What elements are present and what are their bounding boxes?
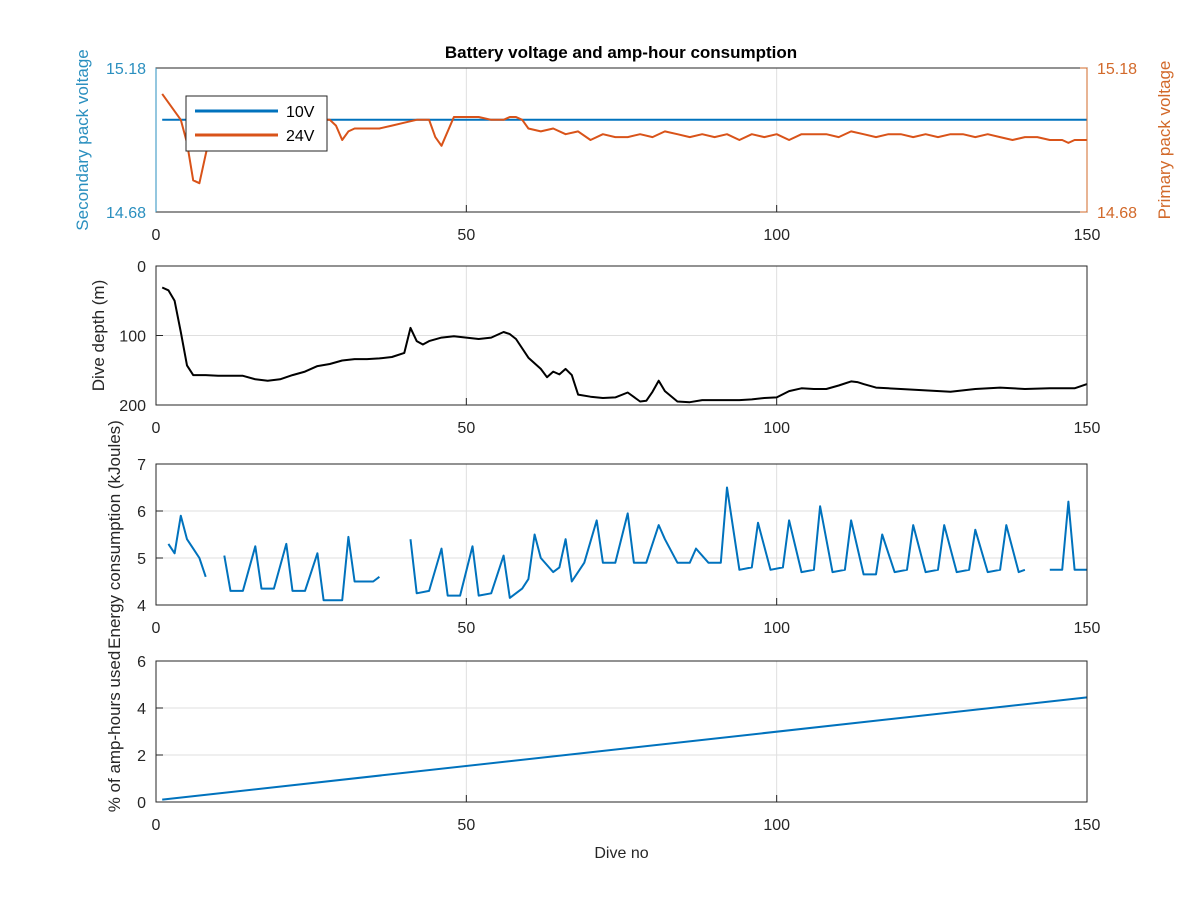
y-tick-label: 100 <box>119 329 146 346</box>
amp-hours-panel: 0 50 100 150 0 2 4 6 % of amp-hours used Dive no <box>105 651 1100 862</box>
x-tick-label: 50 <box>457 227 475 244</box>
voltage-panel: 0 50 100 150 14.68 15.18 14.68 15.18 Primary pac… <box>73 49 1174 244</box>
series-line <box>161 286 1088 404</box>
series-line-segment-2 <box>409 486 1026 599</box>
series-line-segment-3 <box>1049 500 1087 571</box>
y-axis-label: % of amp-hours used <box>105 651 124 813</box>
x-axis-label: Dive no <box>594 845 648 862</box>
y-tick-label: 7 <box>137 457 146 474</box>
y-axis-label: Secondary pack voltage <box>73 49 92 230</box>
y-axis-label: Energy consumption (kJoules) <box>105 420 124 649</box>
figure-title: Battery voltage and amp-hour consumption <box>445 43 797 62</box>
x-tick-label: 100 <box>763 620 790 637</box>
right-y-axis-label: Primary pack voltage <box>1155 61 1174 220</box>
x-tick-label: 150 <box>1074 227 1101 244</box>
y-tick-label: 15.18 <box>106 61 146 78</box>
y-tick-label: 4 <box>137 598 146 615</box>
y-tick-label: 14.68 <box>106 205 146 222</box>
x-tick-label: 150 <box>1074 420 1101 437</box>
y-tick-label: 5 <box>137 551 146 568</box>
right-y-tick-label: 15.18 <box>1097 61 1137 78</box>
x-tick-label: 50 <box>457 620 475 637</box>
y-tick-label: 6 <box>137 504 146 521</box>
y-tick-label: 2 <box>137 748 146 765</box>
energy-panel: 0 50 100 150 4 5 6 7 Energy consumption (kJoules… <box>105 420 1100 649</box>
depth-panel: 0 50 100 150 0 100 200 Dive depth (m) <box>89 259 1100 437</box>
x-tick-label: 100 <box>763 420 790 437</box>
series-line-segment-1 <box>223 535 381 602</box>
legend-label-10v: 10V <box>286 104 315 121</box>
axes-frame <box>155 463 1088 606</box>
x-tick-label: 150 <box>1074 817 1101 834</box>
x-tick-label: 0 <box>152 420 161 437</box>
y-tick-label: 200 <box>119 398 146 415</box>
y-tick-label: 0 <box>137 259 146 276</box>
axes-frame <box>155 660 1088 803</box>
legend: 10V 24V <box>185 95 328 152</box>
y-axis-label: Dive depth (m) <box>89 280 108 391</box>
x-tick-label: 50 <box>457 817 475 834</box>
series-line <box>162 696 1088 801</box>
right-y-tick-label: 14.68 <box>1097 205 1137 222</box>
series-line-segment-0 <box>167 514 207 578</box>
legend-label-24v: 24V <box>286 128 315 145</box>
x-tick-label: 0 <box>152 817 161 834</box>
x-tick-label: 100 <box>763 227 790 244</box>
y-tick-label: 4 <box>137 701 146 718</box>
x-tick-label: 150 <box>1074 620 1101 637</box>
y-tick-label: 0 <box>137 795 146 812</box>
x-tick-label: 50 <box>457 420 475 437</box>
plot-area <box>156 661 1087 802</box>
x-tick-label: 0 <box>152 620 161 637</box>
x-tick-label: 0 <box>152 227 161 244</box>
legend-box <box>185 95 328 152</box>
x-tick-label: 100 <box>763 817 790 834</box>
y-tick-label: 6 <box>137 654 146 671</box>
